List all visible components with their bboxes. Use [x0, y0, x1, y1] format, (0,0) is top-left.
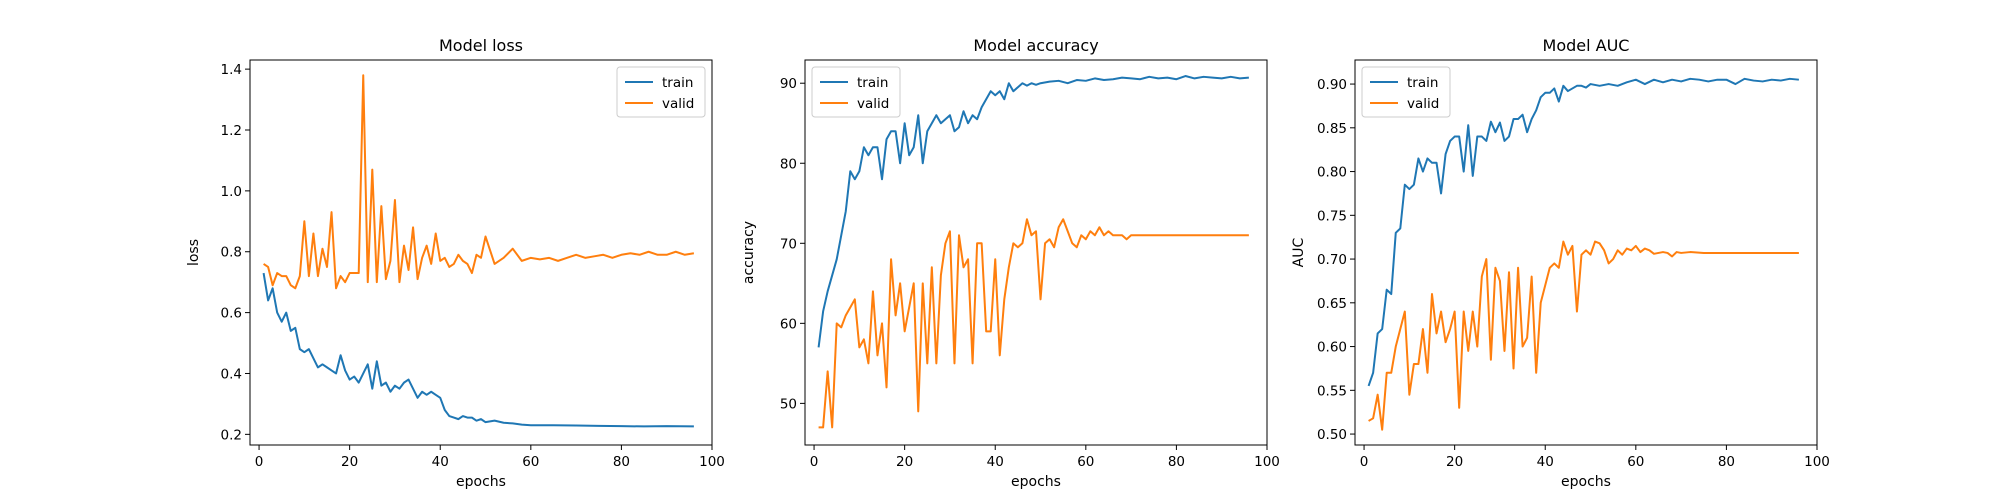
x-tick-label: 20: [896, 454, 913, 470]
y-tick-label: 60: [780, 316, 797, 332]
series-line-train: [262, 272, 694, 428]
y-axis-label: AUC: [1291, 237, 1307, 267]
y-tick-label: 90: [780, 76, 797, 92]
x-tick-label: 80: [1718, 454, 1735, 470]
legend: train valid: [616, 66, 706, 118]
legend-label-train: train: [1407, 75, 1438, 91]
y-tick-label: 50: [780, 396, 797, 412]
legend: train valid: [811, 66, 901, 118]
legend-box: [616, 66, 706, 118]
y-tick-label: 70: [780, 236, 797, 252]
y-tick-label: 0.6: [221, 306, 242, 322]
x-axis-label: epochs: [1561, 474, 1611, 490]
y-tick-label: 1.4: [221, 62, 242, 78]
x-axis-label: epochs: [456, 474, 506, 490]
x-tick-label: 0: [255, 454, 264, 470]
x-tick-label: 60: [522, 454, 539, 470]
chart-panel-2: Model accuracy 0 20 40 60 80 100 50 60 70 80 90 epoc…: [741, 36, 1280, 490]
x-tick-label: 80: [1168, 454, 1185, 470]
y-tick-label: 0.60: [1317, 340, 1347, 356]
y-tick-label: 0.80: [1317, 165, 1347, 181]
x-axis-label: epochs: [1011, 474, 1061, 490]
axes-frame: [249, 59, 713, 446]
x-tick-label: 0: [810, 454, 819, 470]
legend-label-train: train: [857, 75, 888, 91]
series-line-train: [817, 75, 1249, 348]
y-tick-label: 1.2: [221, 123, 242, 139]
axes-frame: [1354, 59, 1818, 446]
legend-label-train: train: [662, 75, 693, 91]
x-tick-label: 0: [1360, 454, 1369, 470]
legend-label-valid: valid: [1407, 96, 1439, 112]
x-tick-label: 40: [987, 454, 1004, 470]
series-line-valid: [1368, 240, 1799, 431]
chart-title: Model accuracy: [973, 36, 1098, 55]
y-tick-label: 0.50: [1317, 427, 1347, 443]
x-tick-label: 100: [1254, 454, 1280, 470]
chart-panel-3: Model AUC 0 20 40 60 80 100 0.50 0.55 0.60 0.65 0.7…: [1291, 36, 1830, 490]
y-tick-label: 0.8: [221, 245, 242, 261]
y-tick-label: 0.65: [1317, 296, 1347, 312]
y-tick-label: 0.4: [221, 366, 242, 382]
x-tick-label: 100: [699, 454, 725, 470]
y-tick-label: 0.90: [1317, 77, 1347, 93]
y-tick-label: 0.70: [1317, 252, 1347, 268]
x-tick-label: 60: [1627, 454, 1644, 470]
series-line-valid: [818, 218, 1249, 429]
x-tick-label: 40: [1537, 454, 1554, 470]
x-tick-label: 40: [432, 454, 449, 470]
chart-panel-1: Model loss 0 20 40 60 80 100 0.2 0.4 0.6 0.8 1.0 1.2…: [186, 36, 725, 490]
x-tick-label: 60: [1077, 454, 1094, 470]
y-tick-label: 0.75: [1317, 208, 1347, 224]
legend-box: [811, 66, 901, 118]
y-axis-label: loss: [186, 239, 202, 266]
x-tick-label: 80: [613, 454, 630, 470]
axes-frame: [804, 59, 1268, 446]
y-tick-label: 0.85: [1317, 121, 1347, 137]
series-line-valid: [263, 74, 695, 290]
legend: train valid: [1361, 66, 1451, 118]
legend-label-valid: valid: [857, 96, 889, 112]
x-tick-label: 20: [1446, 454, 1463, 470]
series-line-train: [1367, 77, 1799, 387]
x-tick-label: 100: [1804, 454, 1830, 470]
legend-label-valid: valid: [662, 96, 694, 112]
legend-box: [1361, 66, 1451, 118]
chart-title: Model AUC: [1543, 36, 1630, 55]
y-tick-label: 0.2: [221, 427, 242, 443]
chart-title: Model loss: [439, 36, 523, 55]
x-tick-label: 20: [341, 454, 358, 470]
y-tick-label: 1.0: [221, 184, 242, 200]
y-tick-label: 80: [780, 156, 797, 172]
y-axis-label: accuracy: [741, 221, 757, 284]
y-tick-label: 0.55: [1317, 383, 1347, 399]
